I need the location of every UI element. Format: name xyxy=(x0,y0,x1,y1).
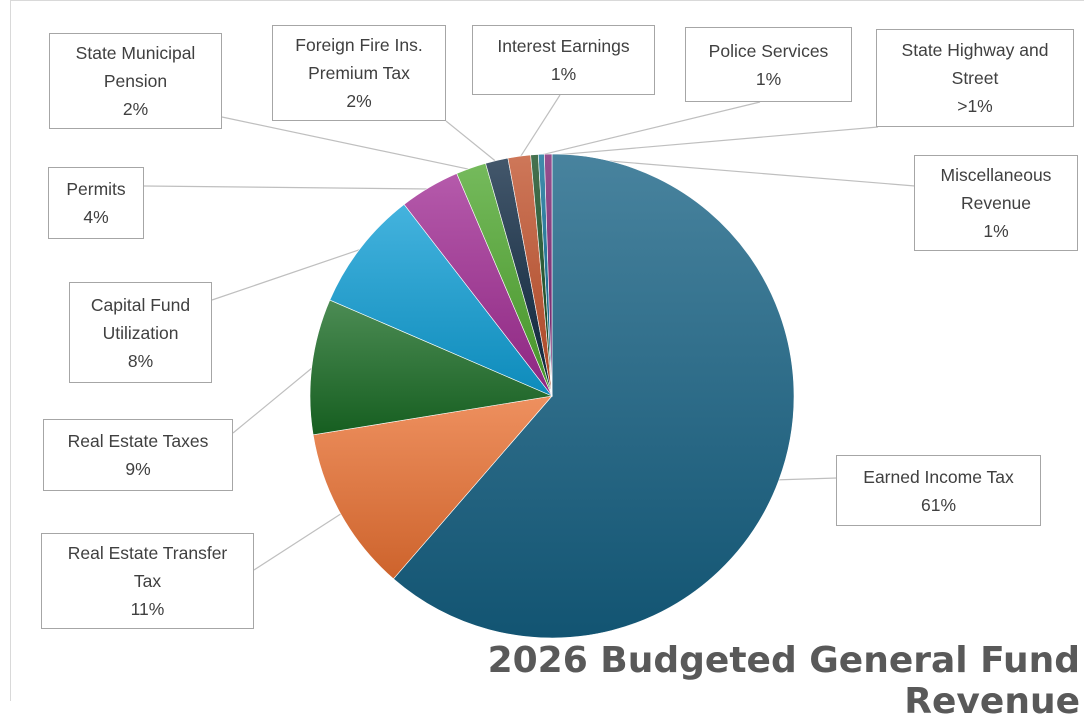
data-label-text: Revenue xyxy=(960,193,1032,213)
data-label-text: Police Services xyxy=(708,40,829,61)
data-label-percent: >1% xyxy=(957,96,993,116)
data-label-5: State Municipal Pension 2% xyxy=(49,33,222,129)
data-label-percent: 1% xyxy=(983,221,1009,241)
data-label-text: Capital Fund xyxy=(90,294,191,315)
data-label-percent: 8% xyxy=(127,350,154,371)
leader-line-8 xyxy=(534,101,761,158)
data-label-text: Interest Earnings xyxy=(497,36,630,56)
data-label-percent: 1% xyxy=(550,64,577,84)
data-label-percent: 61% xyxy=(920,494,957,515)
pie-slice-2 xyxy=(309,299,554,436)
data-label-0: Earned Income Tax 61% xyxy=(836,455,1041,526)
data-label-percent: 9% xyxy=(125,459,151,479)
data-label-text: State Highway and xyxy=(901,40,1049,60)
leader-line-6 xyxy=(445,120,498,163)
data-label-text: Permits xyxy=(66,179,126,199)
leader-line-3 xyxy=(211,248,363,301)
pie-slice-0 xyxy=(393,153,795,639)
data-label-text: Street xyxy=(951,68,999,88)
data-label-text: Earned Income Tax xyxy=(863,466,1014,487)
leader-line-5 xyxy=(221,116,472,171)
pie-chart xyxy=(143,94,916,639)
chart-canvas: Earned Income Tax 61% Real Estate Transfer… xyxy=(10,0,1084,722)
pie-slice-3 xyxy=(329,204,553,397)
leader-line-7 xyxy=(518,94,561,159)
data-label-6: Foreign Fire Ins. Premium Tax 2% xyxy=(272,25,446,121)
data-label-percent: 11% xyxy=(130,599,165,619)
data-label-text: Pension xyxy=(103,71,168,91)
leader-line-9 xyxy=(541,126,879,157)
leader-line-2 xyxy=(232,366,315,434)
data-label-9: State Highway and Street >1% xyxy=(876,29,1074,127)
data-label-8: Police Services 1% xyxy=(685,27,852,102)
data-label-percent: 4% xyxy=(83,207,109,227)
data-label-text: Utilization xyxy=(102,322,179,343)
data-label-2: Real Estate Taxes 9% xyxy=(43,419,233,491)
leader-line-1 xyxy=(253,512,343,571)
leader-line-0 xyxy=(776,477,838,481)
data-label-4: Permits 4% xyxy=(48,167,144,239)
data-label-text: State Municipal xyxy=(75,43,196,63)
chart-frame-top-edge xyxy=(10,0,1084,1)
chart-title: 2026 Budgeted General Fund Revenue xyxy=(487,640,1080,722)
data-label-7: Interest Earnings 1% xyxy=(472,25,655,95)
data-label-text: Foreign Fire Ins. xyxy=(295,35,423,55)
data-label-percent: 2% xyxy=(346,91,372,111)
data-label-1: Real Estate Transfer Tax 11% xyxy=(41,533,254,629)
data-label-text: Tax xyxy=(133,571,162,591)
data-label-percent: 1% xyxy=(755,68,782,89)
data-label-10: Miscellaneous Revenue 1% xyxy=(914,155,1078,251)
data-label-text: Real Estate Transfer xyxy=(67,543,228,563)
data-label-3: Capital Fund Utilization 8% xyxy=(69,282,212,383)
pie-slice-1 xyxy=(312,395,553,580)
pie-slice-10 xyxy=(544,153,553,397)
data-label-text: Premium Tax xyxy=(308,63,410,83)
data-label-text: Real Estate Taxes xyxy=(67,431,209,451)
leader-line-4 xyxy=(143,185,431,190)
data-label-text: Miscellaneous xyxy=(940,165,1052,185)
chart-frame-left-edge xyxy=(10,0,11,701)
data-label-percent: 2% xyxy=(122,99,149,119)
